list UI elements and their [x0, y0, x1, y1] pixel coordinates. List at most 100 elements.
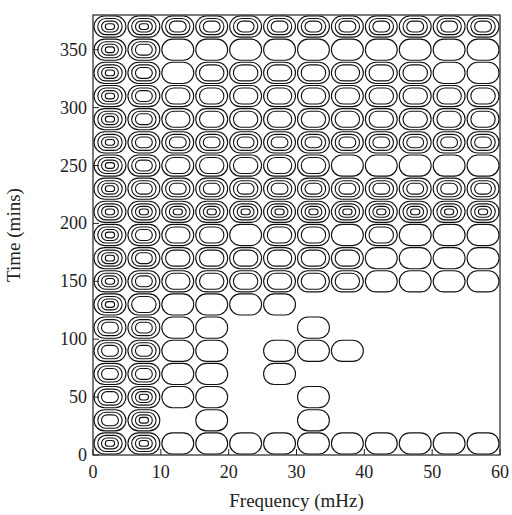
- contour-line: [132, 42, 156, 58]
- contour-cell: [365, 433, 397, 454]
- contour-line: [433, 201, 465, 222]
- contour-line: [298, 317, 330, 338]
- contour-line: [271, 137, 288, 148]
- contour-line: [437, 88, 461, 104]
- contour-line: [309, 209, 318, 215]
- contour-line: [233, 19, 257, 35]
- contour-line: [298, 248, 330, 269]
- contour-line: [135, 345, 152, 356]
- contour-line: [301, 204, 325, 220]
- contour-line: [433, 16, 465, 37]
- contour-line: [301, 134, 325, 150]
- contour-line: [128, 294, 160, 315]
- contour-line: [200, 250, 224, 266]
- contour-line: [237, 183, 254, 194]
- contour-line: [196, 317, 228, 338]
- contour-cell: [365, 85, 397, 106]
- contour-line: [132, 389, 156, 405]
- contour-line: [467, 85, 499, 106]
- contour-line: [94, 410, 126, 431]
- contour-cell: [399, 433, 431, 454]
- contour-cell: [196, 410, 228, 431]
- contour-line: [166, 158, 190, 174]
- contour-cell: [196, 271, 228, 292]
- contour-cell: [230, 224, 262, 245]
- contour-line: [139, 441, 148, 447]
- contour-cell: [230, 294, 262, 315]
- contour-line: [365, 433, 397, 454]
- contour-line: [196, 155, 228, 176]
- y-tick-label: 350: [60, 40, 87, 60]
- contour-cell: [365, 109, 397, 130]
- contour-line: [166, 111, 190, 127]
- contour-cell: [196, 317, 228, 338]
- contour-cell: [128, 132, 160, 153]
- contour-cell: [264, 433, 296, 454]
- contour-line: [105, 209, 114, 215]
- contour-cell: [399, 201, 431, 222]
- contour-line: [162, 85, 194, 106]
- contour-cell: [128, 410, 160, 431]
- contour-line: [264, 363, 296, 384]
- contour-line: [369, 181, 393, 197]
- contour-line: [162, 155, 194, 176]
- contour-cell: [264, 62, 296, 83]
- contour-line: [196, 387, 228, 408]
- contour-line: [230, 39, 262, 60]
- contour-line: [298, 433, 330, 454]
- contour-cell: [94, 132, 126, 153]
- contour-line: [230, 109, 262, 130]
- y-tick: [93, 49, 99, 50]
- contour-line: [377, 209, 386, 215]
- contour-line: [301, 250, 325, 266]
- contour-line: [331, 224, 363, 245]
- contour-cell: [298, 39, 330, 60]
- plot-frame: [93, 15, 500, 455]
- contour-line: [102, 392, 119, 403]
- contour-cell: [94, 62, 126, 83]
- contour-line: [98, 250, 122, 266]
- contour-line: [196, 248, 228, 269]
- contour-line: [335, 88, 359, 104]
- contour-line: [264, 271, 296, 292]
- contour-line: [467, 248, 499, 269]
- contour-line: [433, 39, 465, 60]
- contour-line: [128, 433, 160, 454]
- contour-line: [331, 132, 363, 153]
- contour-cell: [162, 294, 194, 315]
- contour-cell: [128, 62, 160, 83]
- contour-line: [399, 132, 431, 153]
- contour-line: [298, 132, 330, 153]
- contour-line: [264, 39, 296, 60]
- contour-line: [94, 248, 126, 269]
- contour-line: [298, 39, 330, 60]
- contour-line: [335, 181, 359, 197]
- contour-line: [264, 155, 296, 176]
- contour-line: [98, 134, 122, 150]
- contour-line: [365, 271, 397, 292]
- contour-line: [331, 16, 363, 37]
- contour-line: [267, 19, 291, 35]
- contour-line: [196, 410, 228, 431]
- contour-line: [128, 224, 160, 245]
- contour-cell: [162, 224, 194, 245]
- contour-line: [335, 273, 359, 289]
- contour-cell: [365, 248, 397, 269]
- contour-line: [301, 181, 325, 197]
- contour-cell: [128, 178, 160, 199]
- contour-line: [98, 181, 122, 197]
- contour-cell: [331, 85, 363, 106]
- contour-line: [298, 178, 330, 199]
- contour-line: [399, 433, 431, 454]
- contour-line: [467, 39, 499, 60]
- contour-line: [196, 109, 228, 130]
- contour-line: [230, 224, 262, 245]
- contour-line: [105, 47, 114, 53]
- contour-cell: [230, 155, 262, 176]
- contour-line: [403, 181, 427, 197]
- contour-cell: [399, 224, 431, 245]
- contour-cell: [94, 433, 126, 454]
- contour-line: [441, 21, 458, 32]
- contour-line: [132, 65, 156, 81]
- contour-line: [298, 340, 330, 361]
